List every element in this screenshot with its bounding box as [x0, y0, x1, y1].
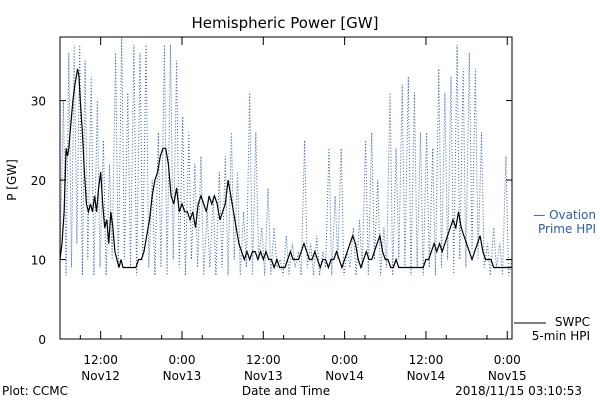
x-tick-label-time: 0:00	[169, 353, 196, 367]
x-tick-label-date: Nov13	[163, 369, 202, 383]
x-tick-label-date: Nov12	[81, 369, 120, 383]
legend-swpc: SWPC 5-min HPI	[514, 315, 590, 343]
legend-ovation: — Ovation Prime HPI	[533, 208, 596, 236]
y-tick-label: 20	[31, 174, 46, 188]
legend-swpc-label-1: SWPC	[555, 315, 590, 329]
y-axis-ticks: 0 10 20 30	[31, 95, 512, 347]
x-axis-label: Date and Time	[242, 384, 330, 398]
x-tick-label-time: 12:00	[246, 353, 281, 367]
legend-ovation-label-2: Prime HPI	[538, 222, 596, 236]
x-tick-label-date: Nov13	[244, 369, 283, 383]
y-tick-label: 30	[31, 95, 46, 109]
x-tick-label-date: Nov15	[488, 369, 527, 383]
y-axis-label: P [GW]	[5, 159, 19, 201]
series-swpc-hpi-line	[60, 68, 512, 270]
x-tick-label-time: 0:00	[331, 353, 358, 367]
x-tick-label-time: 0:00	[494, 353, 521, 367]
x-tick-label-time: 12:00	[409, 353, 444, 367]
footer-left: Plot: CCMC	[2, 384, 68, 398]
x-tick-label-time: 12:00	[83, 353, 118, 367]
series-ovation-prime-hpi-line	[60, 37, 512, 276]
y-tick-label: 10	[31, 254, 46, 268]
y-tick-label: 0	[38, 333, 46, 347]
plot-frame	[59, 36, 513, 340]
legend-ovation-label-1: — Ovation	[533, 208, 596, 222]
chart-title: Hemispheric Power [GW]	[192, 14, 379, 32]
legend-swpc-label-2: 5-min HPI	[532, 329, 590, 343]
x-axis-ticks: 12:00 Nov12 0:00 Nov13 12:00 Nov13 0:00 Nov14 12…	[79, 37, 527, 383]
x-tick-label-date: Nov14	[325, 369, 364, 383]
footer-timestamp: 2018/11/15 03:10:53	[455, 384, 582, 398]
x-tick-label-date: Nov14	[407, 369, 446, 383]
series-layer	[60, 37, 512, 276]
